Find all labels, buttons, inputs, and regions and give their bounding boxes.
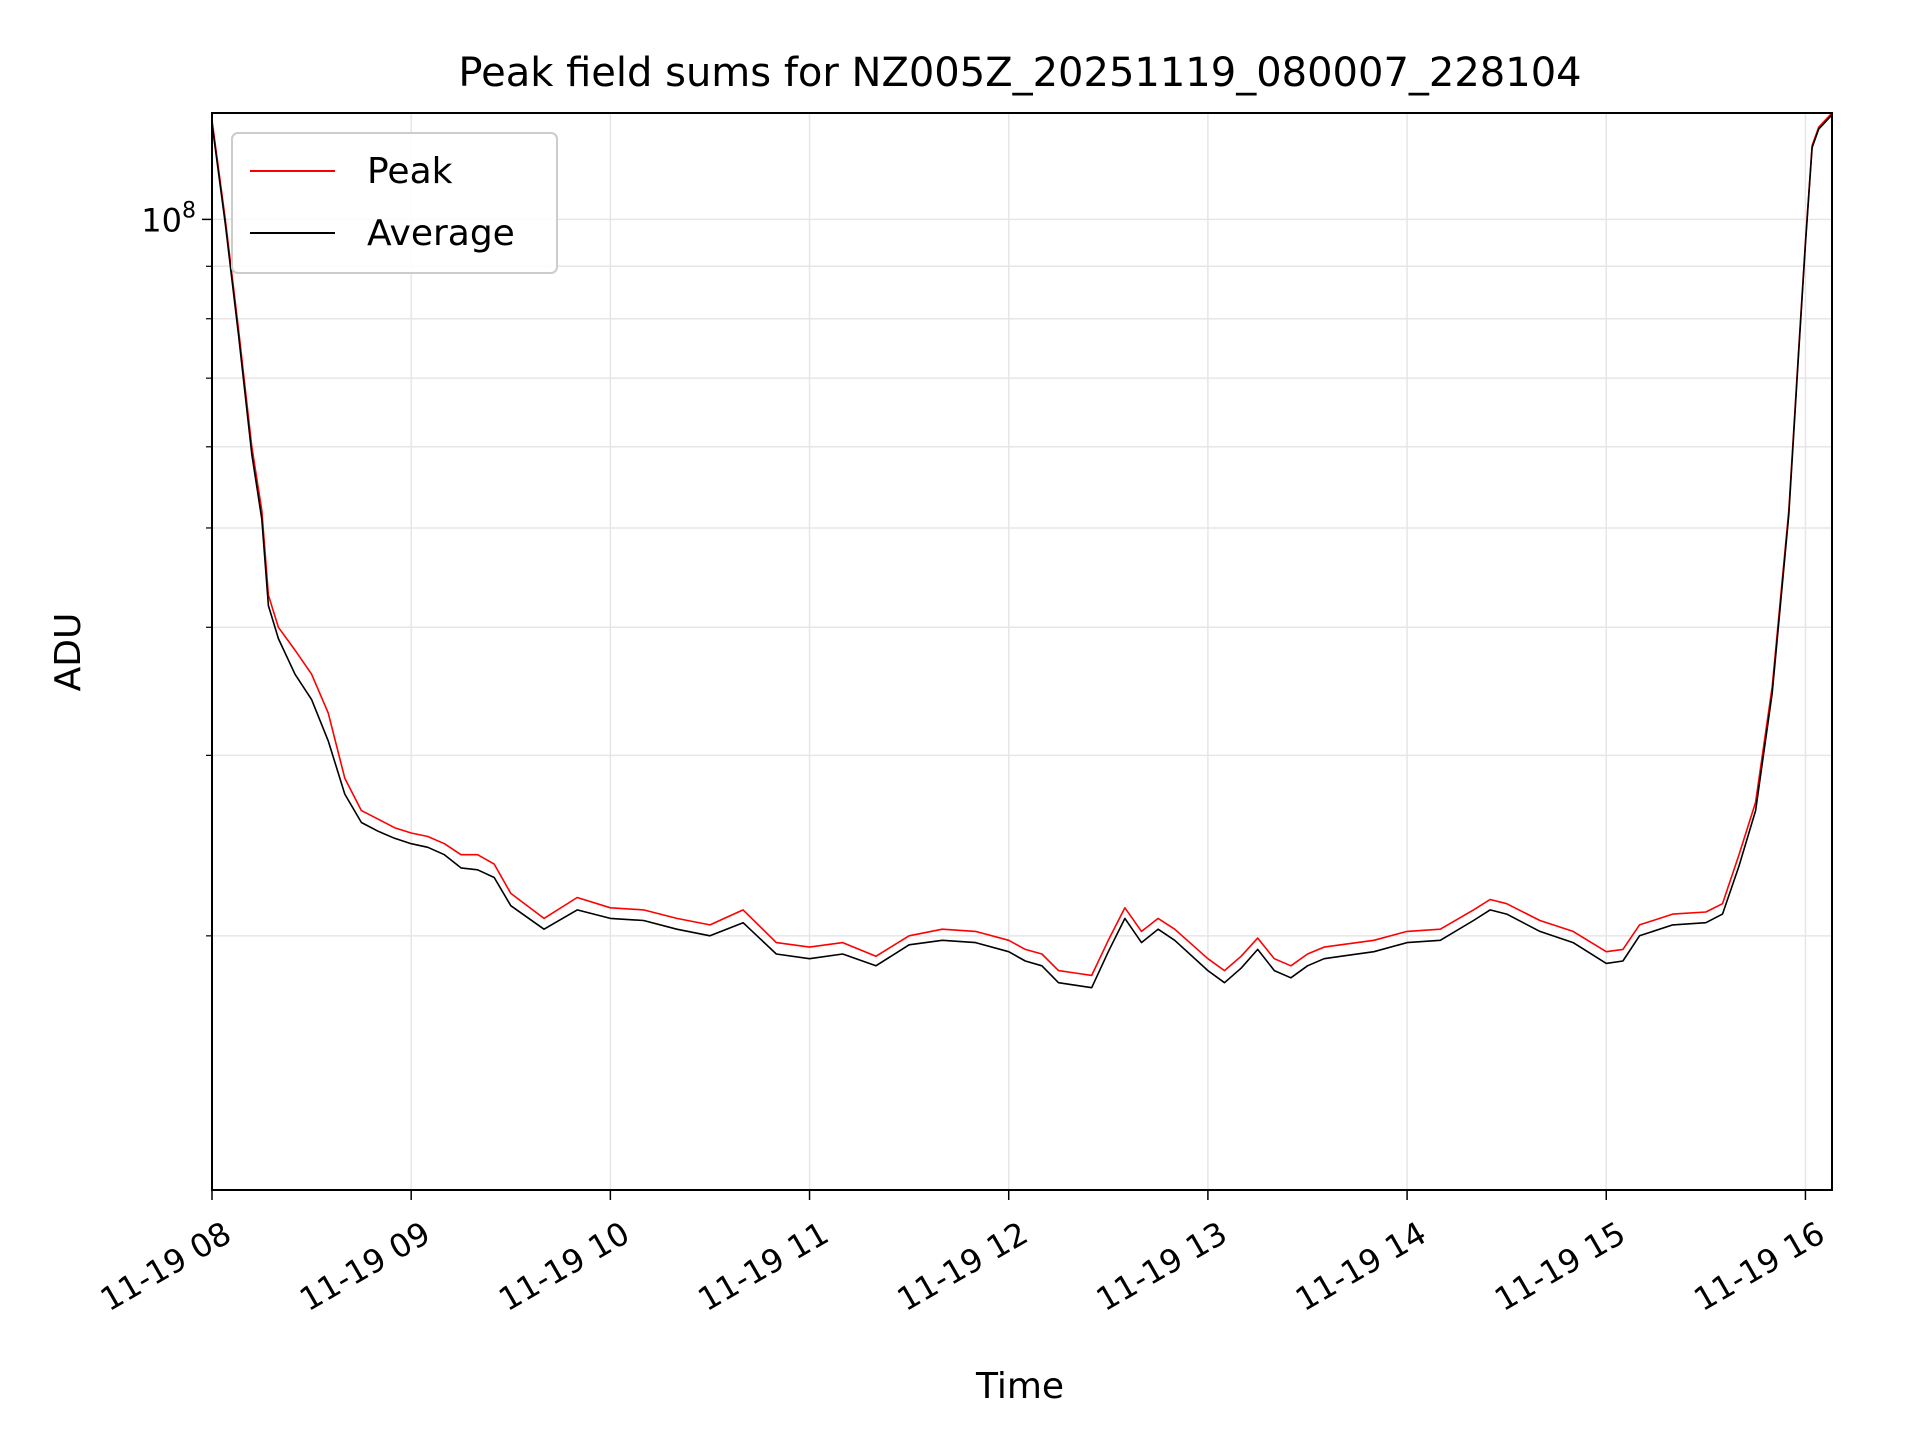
x-axis-label: Time <box>975 1366 1064 1407</box>
y-axis-label: ADU <box>48 613 89 692</box>
chart-title: Peak field sums for NZ005Z_20251119_0800… <box>458 50 1581 96</box>
legend-label-average: Average <box>367 213 515 254</box>
legend: Peak Average <box>232 133 557 273</box>
legend-label-peak: Peak <box>367 151 453 192</box>
